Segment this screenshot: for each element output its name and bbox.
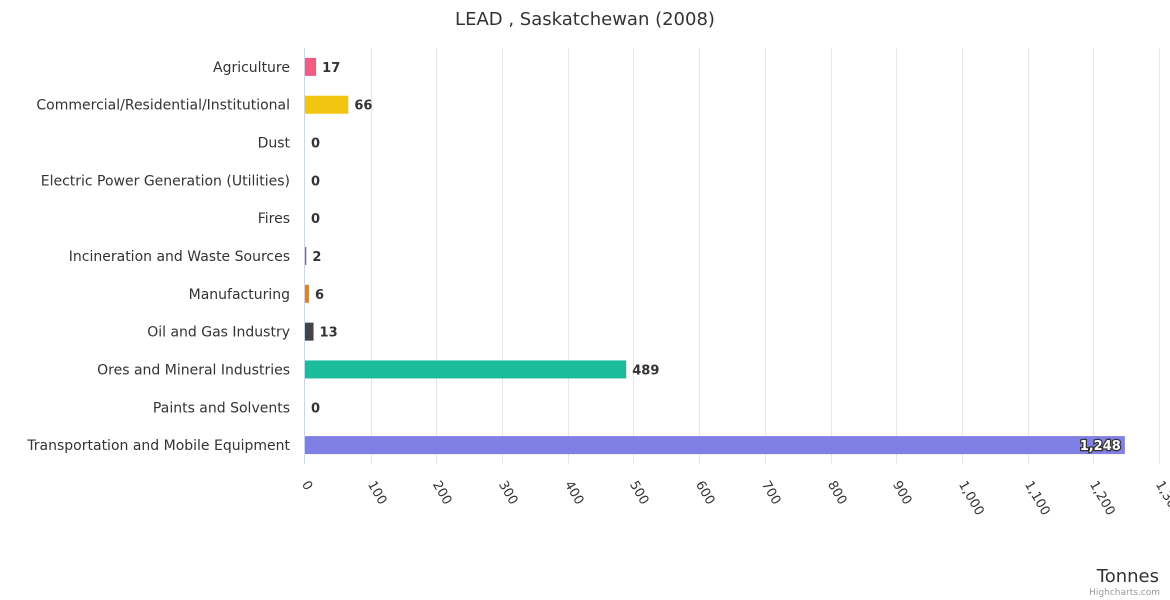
- tick-label: 500: [626, 479, 651, 508]
- tick-label: 800: [824, 479, 849, 508]
- tick-label: 100: [364, 479, 389, 508]
- bars: [305, 57, 1125, 455]
- tick-label: 0: [298, 479, 315, 494]
- tick-label: 200: [429, 479, 454, 508]
- category-label: Commercial/Residential/Institutional: [36, 98, 290, 114]
- data-label: 6: [315, 288, 324, 303]
- tick-label: 1,000: [955, 479, 987, 519]
- value-axis-tick-labels: 0 100 200 300 400 500 600 700 800 900 1,000 1,100 1,…: [298, 479, 1170, 519]
- category-labels: Agriculture Commercial/Residential/Instit…: [26, 60, 290, 454]
- chart-title: LEAD , Saskatchewan (2008): [455, 9, 715, 30]
- category-label: Paints and Solvents: [153, 400, 290, 416]
- data-label: 13: [320, 326, 338, 341]
- tick-label: 700: [758, 479, 783, 508]
- bar[interactable]: [305, 284, 309, 303]
- category-label: Dust: [258, 136, 291, 152]
- bar[interactable]: [305, 57, 317, 76]
- tick-label: 900: [889, 479, 914, 508]
- data-label: 0: [311, 137, 320, 152]
- category-label: Fires: [258, 211, 290, 227]
- category-label: Incineration and Waste Sources: [69, 249, 290, 265]
- tick-label: 300: [495, 479, 520, 508]
- bar[interactable]: [305, 247, 307, 265]
- tick-label: 600: [692, 479, 717, 508]
- bar[interactable]: [305, 436, 1125, 455]
- category-label: Ores and Mineral Industries: [97, 362, 290, 378]
- grid: [304, 48, 1160, 464]
- data-labels: 17 66 0 0 0 2 6 13 489 0 1,248: [311, 61, 1122, 455]
- data-label: 0: [311, 401, 320, 416]
- bar[interactable]: [305, 322, 314, 341]
- tick-label: 400: [561, 479, 586, 508]
- category-label: Agriculture: [213, 60, 290, 76]
- data-label: 0: [311, 212, 320, 227]
- bar[interactable]: [305, 95, 349, 114]
- bar[interactable]: [305, 360, 627, 379]
- tick-label: 1,200: [1086, 479, 1118, 519]
- data-label: 17: [322, 61, 340, 76]
- data-label: 2: [312, 250, 321, 265]
- category-label: Electric Power Generation (Utilities): [41, 173, 290, 189]
- data-label: 489: [632, 363, 659, 378]
- tick-label: 1,300: [1152, 479, 1170, 519]
- data-label: 0: [311, 174, 320, 189]
- category-label: Oil and Gas Industry: [147, 325, 290, 341]
- category-label: Transportation and Mobile Equipment: [26, 438, 290, 454]
- tick-label: 1,100: [1021, 479, 1053, 519]
- value-axis-title: Tonnes: [1096, 566, 1159, 587]
- data-label: 66: [354, 99, 372, 114]
- category-label: Manufacturing: [189, 287, 290, 303]
- credits-link[interactable]: Highcharts.com: [1089, 588, 1160, 598]
- data-label: 1,248: [1080, 439, 1121, 454]
